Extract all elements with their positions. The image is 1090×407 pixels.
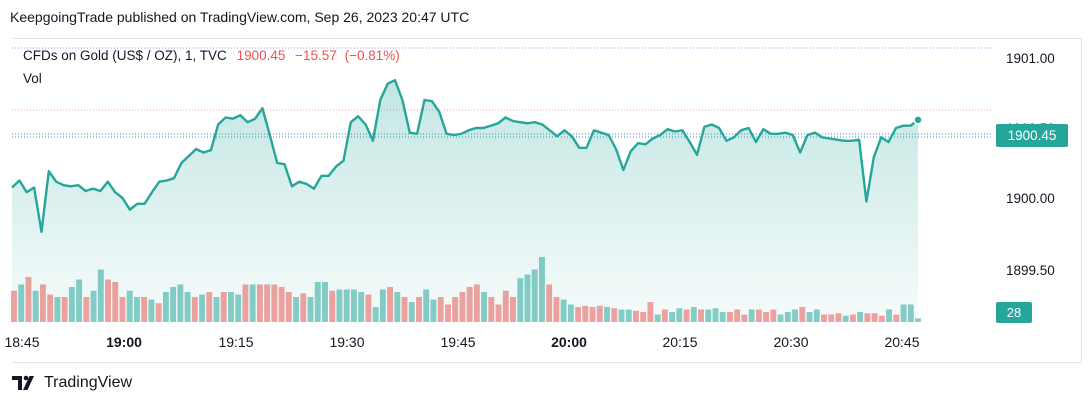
volume-label: Vol bbox=[23, 71, 42, 86]
x-tick-label: 20:15 bbox=[662, 334, 697, 350]
symbol-info: CFDs on Gold (US$ / OZ), 1, TVC bbox=[23, 48, 227, 63]
footer[interactable]: TradingView bbox=[12, 374, 132, 392]
x-tick-label: 19:45 bbox=[440, 334, 475, 350]
y-tick-label: 1900.00 bbox=[1006, 191, 1055, 206]
price-change: −15.57 bbox=[295, 48, 337, 63]
price-line bbox=[11, 79, 919, 233]
chart-legend: CFDs on Gold (US$ / OZ), 1, TVC 1900.45 … bbox=[23, 48, 400, 63]
tradingview-brand: TradingView bbox=[44, 374, 133, 391]
x-tick-label: 19:00 bbox=[106, 334, 142, 350]
chart-frame bbox=[12, 38, 1082, 363]
tradingview-logo-icon bbox=[12, 375, 34, 390]
price-area bbox=[12, 80, 918, 322]
y-tick-label: 1901.00 bbox=[1006, 51, 1055, 66]
last-price-badge: 1900.45 bbox=[996, 124, 1068, 147]
publish-header: KeepgoingTrade published on TradingView.… bbox=[10, 9, 470, 25]
x-tick-label: 20:30 bbox=[773, 334, 808, 350]
last-price: 1900.45 bbox=[236, 48, 286, 63]
x-tick-label: 20:00 bbox=[551, 334, 587, 350]
x-tick-label: 18:45 bbox=[4, 334, 39, 350]
x-tick-label: 19:30 bbox=[329, 334, 364, 350]
last-price-dot bbox=[913, 115, 923, 125]
y-tick-label: 1899.50 bbox=[1006, 263, 1055, 278]
price-change-pct: (−0.81%) bbox=[344, 48, 400, 63]
volume-badge: 28 bbox=[996, 302, 1032, 323]
x-tick-label: 20:45 bbox=[884, 334, 919, 350]
x-tick-label: 19:15 bbox=[218, 334, 253, 350]
